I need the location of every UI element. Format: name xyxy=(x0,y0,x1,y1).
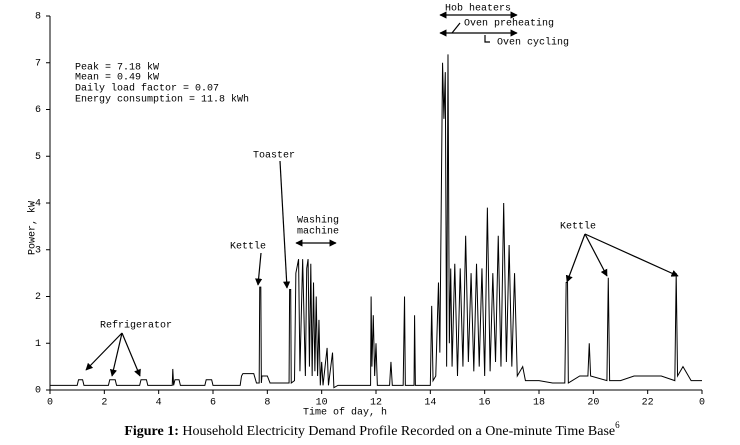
stat: Daily load factor = 0.07 xyxy=(75,83,219,95)
caption-label: Figure 1: xyxy=(124,424,179,439)
x-tick-label: 0 xyxy=(47,398,53,409)
annotation: Hob heaters xyxy=(445,3,511,15)
y-tick-label: 4 xyxy=(35,199,41,210)
x-tick-label: 0 xyxy=(699,398,705,409)
annotation: machine xyxy=(297,226,339,238)
annotation: Washing xyxy=(297,215,339,227)
x-tick-label: 10 xyxy=(316,398,328,409)
y-tick-label: 1 xyxy=(35,339,41,350)
x-tick-label: 12 xyxy=(370,398,382,409)
x-tick-label: 20 xyxy=(587,398,599,409)
x-tick-label: 22 xyxy=(642,398,654,409)
y-tick-label: 5 xyxy=(35,152,41,163)
y-tick-label: 0 xyxy=(35,386,41,397)
annotation: Oven cycling xyxy=(497,37,569,49)
x-tick-label: 2 xyxy=(101,398,107,409)
annotation: Toaster xyxy=(253,151,295,162)
x-tick-label: 6 xyxy=(210,398,216,409)
x-tick-label: 18 xyxy=(533,398,545,409)
y-tick-label: 6 xyxy=(35,105,41,116)
caption-text: Household Electricity Demand Profile Rec… xyxy=(179,424,615,439)
y-tick-label: 3 xyxy=(35,245,41,256)
x-tick-label: 16 xyxy=(479,398,491,409)
y-tick-label: 2 xyxy=(35,292,41,303)
x-tick-label: 14 xyxy=(424,398,436,409)
annotation: Oven preheating xyxy=(464,18,554,30)
x-tick-label: 4 xyxy=(156,398,162,409)
power-line xyxy=(50,54,702,389)
arrows xyxy=(85,11,679,377)
annotation: Kettle xyxy=(560,221,596,233)
x-tick-label: 8 xyxy=(264,398,270,409)
y-tick-label: 7 xyxy=(35,58,41,69)
x-axis-label: Time of day, h xyxy=(303,407,387,419)
y-axis-label: Power, kW xyxy=(27,201,39,255)
stat: Mean = 0.49 kW xyxy=(75,72,159,84)
y-tick-label: 8 xyxy=(35,12,41,23)
stat: Peak = 7.18 kW xyxy=(75,62,159,74)
caption: Figure 1: Household Electricity Demand P… xyxy=(124,420,620,439)
stat: Energy consumption = 11.8 kWh xyxy=(75,94,249,106)
annotation: Refrigerator xyxy=(100,320,172,332)
caption-ref: 6 xyxy=(615,420,620,430)
annotation: Kettle xyxy=(230,241,266,253)
